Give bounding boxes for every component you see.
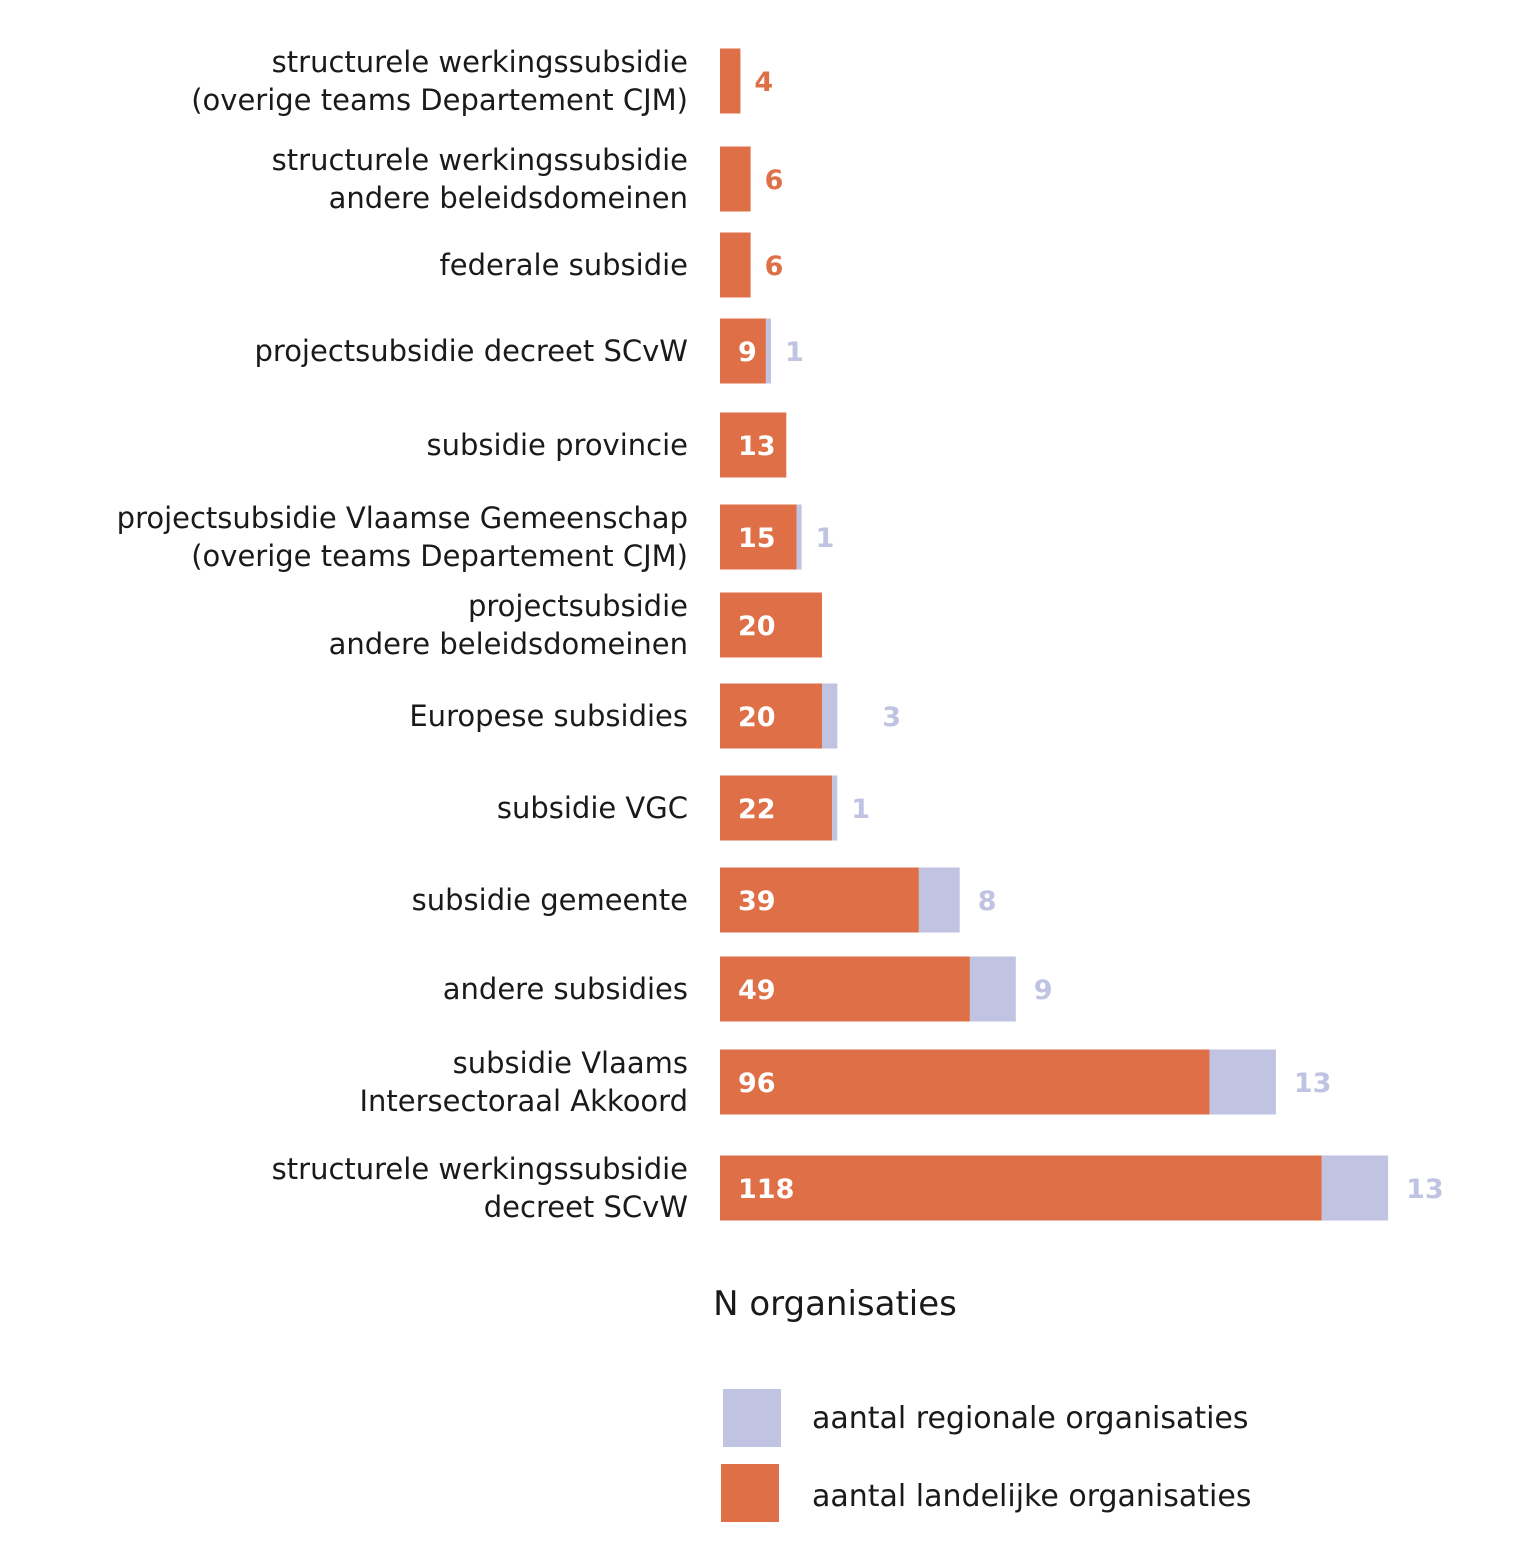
bar-national: [720, 412, 787, 478]
bar-national: [720, 318, 766, 384]
bar-national: [720, 504, 797, 570]
bar-regional: [765, 318, 771, 384]
bar-national: [720, 775, 833, 841]
value-label-national: 49: [738, 975, 776, 1006]
legend: aantal regionale organisaties aantal lan…: [721, 1389, 1251, 1522]
bar-national: [720, 146, 751, 212]
value-label-regional: 3: [882, 702, 901, 733]
category-label: structurele werkingssubsidie: [272, 143, 688, 177]
category-label: projectsubsidie Vlaamse Gemeenschap: [117, 501, 688, 535]
value-label-regional: 9: [1034, 975, 1053, 1006]
category-label: projectsubsidie: [468, 589, 688, 623]
legend-label-regional: aantal regionale organisaties: [812, 1401, 1249, 1436]
category-label: andere subsidies: [443, 972, 688, 1006]
bar-regional: [832, 775, 838, 841]
x-axis-label: N organisaties: [713, 1284, 957, 1324]
bar-regional: [796, 504, 802, 570]
value-label-regional: 13: [1294, 1068, 1332, 1099]
value-label-national: 13: [738, 431, 776, 462]
category-label: decreet SCvW: [484, 1190, 688, 1224]
category-label: structurele werkingssubsidie: [272, 45, 688, 79]
category-label: (overige teams Departement CJM): [191, 83, 688, 117]
category-label: subsidie provincie: [427, 428, 688, 462]
bar-rows: structurele werkingssubsidie (overige tea…: [117, 45, 1444, 1224]
legend-label-national: aantal landelijke organisaties: [812, 1479, 1251, 1514]
category-label: subsidie Vlaams: [453, 1046, 688, 1080]
bar-national: [720, 1049, 1210, 1115]
category-label: structurele werkingssubsidie: [272, 1152, 688, 1186]
value-label-regional: 1: [785, 337, 804, 368]
bar-national: [720, 683, 822, 749]
value-label-national: 15: [738, 523, 776, 554]
category-label: andere beleidsdomeinen: [329, 627, 688, 661]
bar-regional: [918, 867, 960, 933]
value-label-national: 22: [738, 794, 776, 825]
value-label-national: 9: [738, 337, 757, 368]
category-label: Europese subsidies: [409, 699, 688, 733]
bar-regional: [1321, 1155, 1389, 1221]
category-label: Intersectoraal Akkoord: [359, 1084, 688, 1118]
bar-national: [720, 867, 919, 933]
value-label-regional: 1: [851, 794, 870, 825]
value-label-national: 118: [738, 1174, 794, 1205]
value-label-national: 20: [738, 702, 776, 733]
bar-national: [720, 48, 741, 114]
value-label-regional: 8: [978, 886, 997, 917]
value-label-regional: 13: [1406, 1174, 1444, 1205]
legend-swatch-regional: [723, 1389, 781, 1447]
category-label: federale subsidie: [440, 248, 688, 282]
value-label-national: 39: [738, 886, 776, 917]
bar-regional: [969, 956, 1016, 1022]
category-label: projectsubsidie decreet SCvW: [255, 334, 689, 368]
bar-national: [720, 956, 970, 1022]
legend-swatch-national: [721, 1464, 779, 1522]
category-label: andere beleidsdomeinen: [329, 181, 688, 215]
value-label-national: 6: [765, 251, 784, 282]
bar-regional: [1209, 1049, 1276, 1115]
bar-national: [720, 1155, 1322, 1221]
value-label-national: 96: [738, 1068, 776, 1099]
category-label: subsidie VGC: [497, 791, 688, 825]
category-label: subsidie gemeente: [412, 883, 688, 917]
value-label-national: 20: [738, 611, 776, 642]
value-label-regional: 1: [816, 523, 835, 554]
bar-regional: [822, 683, 838, 749]
value-label-national: 4: [754, 67, 773, 98]
bar-national: [720, 592, 822, 658]
value-label-national: 6: [765, 165, 784, 196]
category-label: (overige teams Departement CJM): [191, 539, 688, 573]
bar-national: [720, 232, 751, 298]
